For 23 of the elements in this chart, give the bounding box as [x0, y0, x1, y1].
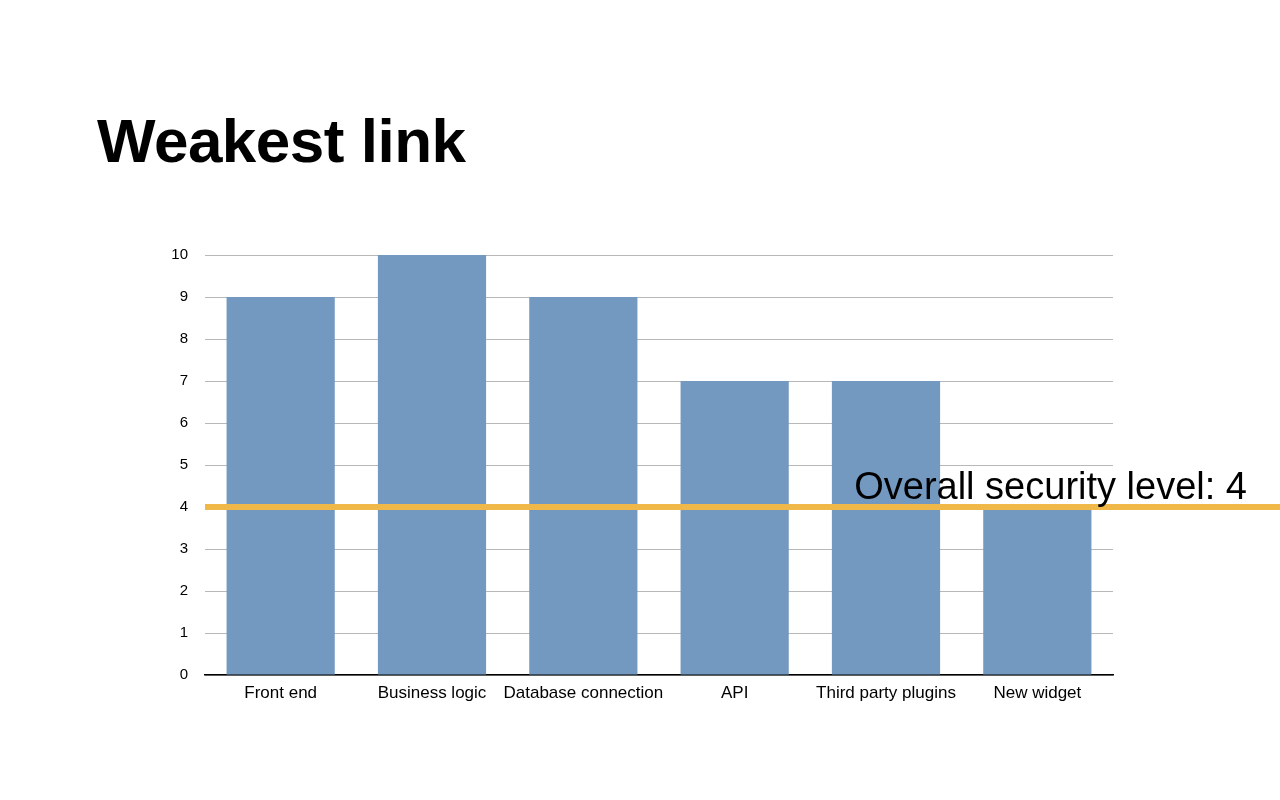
y-tick-label: 4	[179, 497, 188, 515]
y-tick-label: 3	[179, 539, 188, 557]
x-tick-label: API	[720, 682, 749, 702]
y-tick-label: 2	[179, 581, 188, 599]
y-tick-label: 0	[179, 665, 188, 683]
y-tick-label: 1	[179, 623, 188, 641]
y-tick-label: 10	[171, 245, 188, 263]
bar	[377, 255, 487, 675]
y-tick-label: 5	[179, 455, 188, 473]
chart-title: Weakest link	[97, 105, 466, 177]
x-tick-label: Third party plugins	[816, 682, 956, 702]
x-tick-label: New widget	[993, 682, 1082, 702]
x-tick-label: Front end	[244, 682, 318, 702]
bar	[529, 297, 638, 675]
bar	[983, 507, 1092, 675]
bar	[680, 381, 789, 675]
y-tick-label: 6	[179, 413, 188, 431]
y-tick-label: 9	[179, 287, 188, 305]
y-tick-label: 8	[179, 329, 188, 347]
y-tick-label: 7	[179, 371, 188, 389]
x-tick-label: Database connection	[503, 682, 664, 702]
bar	[226, 297, 335, 675]
x-tick-label: Business logic	[377, 682, 487, 702]
